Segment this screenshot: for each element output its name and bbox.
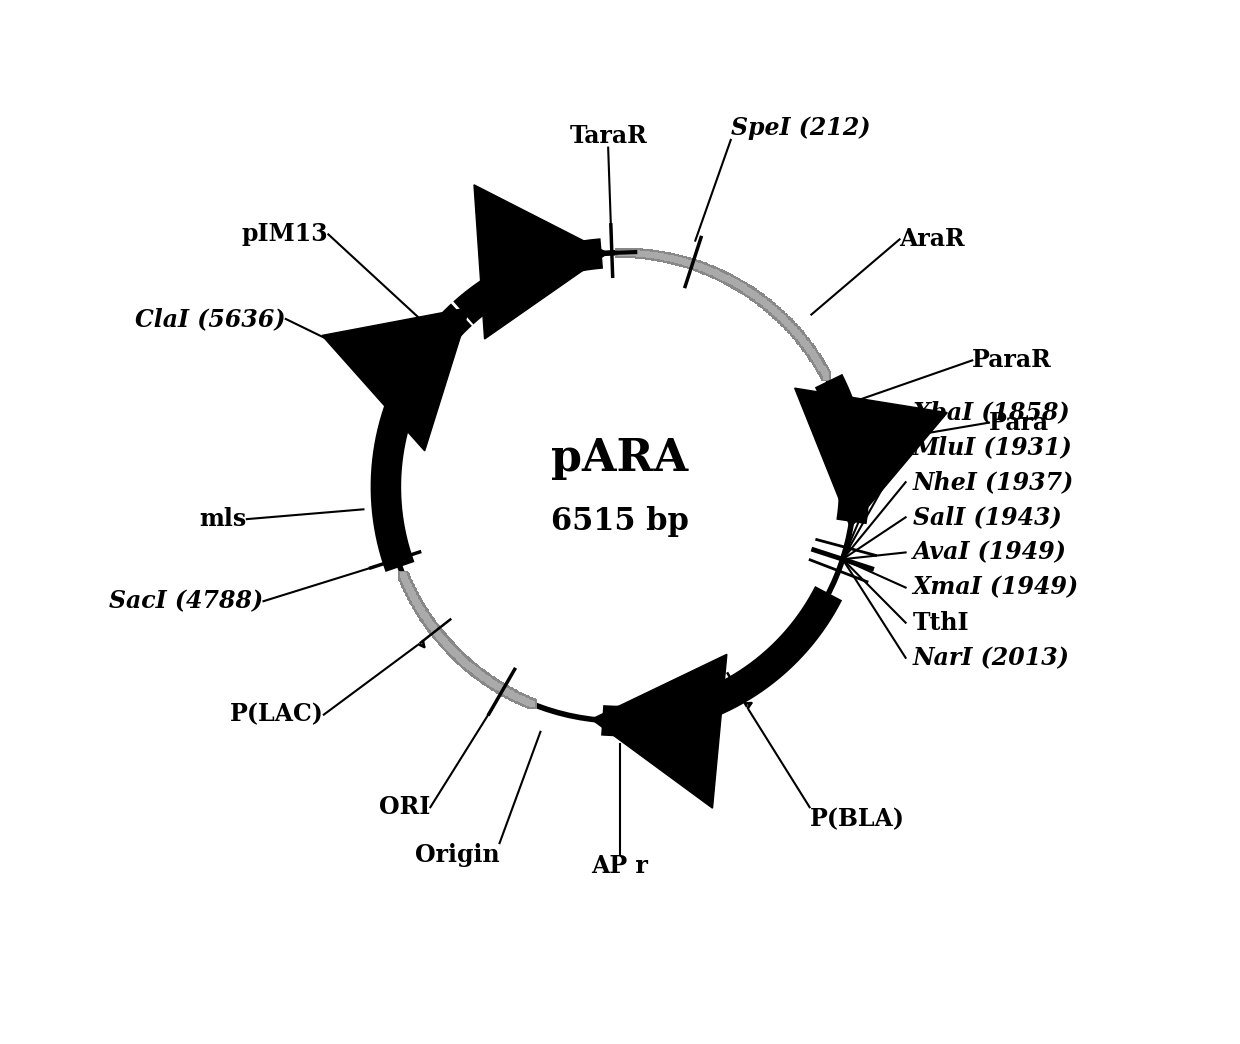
Text: NarI (2013): NarI (2013) (913, 646, 1070, 670)
Text: P(BLA): P(BLA) (810, 807, 905, 831)
Polygon shape (591, 655, 727, 808)
Text: NheI (1937): NheI (1937) (913, 470, 1074, 494)
Text: Origin: Origin (415, 844, 500, 868)
Text: SacI (4788): SacI (4788) (109, 589, 264, 613)
Text: XmaI (1949): XmaI (1949) (913, 575, 1079, 599)
Text: MluI (1931): MluI (1931) (913, 435, 1073, 459)
Text: AvaI (1949): AvaI (1949) (913, 541, 1066, 565)
Text: XbaI (1858): XbaI (1858) (913, 400, 1070, 424)
Text: P(LAC): P(LAC) (229, 703, 324, 727)
Text: ORI: ORI (379, 796, 430, 820)
Text: SalI (1943): SalI (1943) (913, 505, 1061, 529)
Text: TthI: TthI (913, 611, 970, 635)
Text: ParaR: ParaR (972, 349, 1052, 373)
Polygon shape (322, 308, 470, 451)
Text: TaraR: TaraR (569, 123, 647, 147)
Polygon shape (474, 185, 608, 339)
Text: SpeI (212): SpeI (212) (730, 116, 870, 140)
Text: pIM13: pIM13 (242, 222, 329, 246)
Text: mls: mls (200, 507, 247, 531)
Text: Para: Para (990, 410, 1049, 434)
Text: pARA: pARA (552, 437, 688, 480)
Text: AP r: AP r (591, 854, 649, 878)
Polygon shape (795, 388, 947, 527)
Text: 6515 bp: 6515 bp (551, 506, 689, 538)
Text: ClaI (5636): ClaI (5636) (135, 307, 285, 331)
Text: AraR: AraR (899, 228, 965, 252)
